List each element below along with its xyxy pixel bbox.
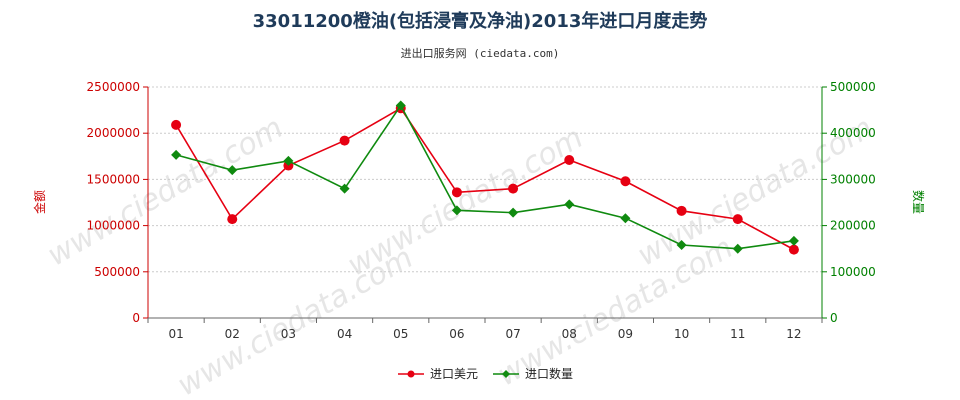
series-layer xyxy=(171,100,799,255)
data-point-amount[interactable] xyxy=(171,119,182,130)
data-point-quantity[interactable] xyxy=(676,240,687,251)
data-point-quantity[interactable] xyxy=(227,165,238,176)
y-tick-label-right: 500000 xyxy=(830,80,876,94)
x-tick-label: 08 xyxy=(562,327,577,341)
y-tick-label-right: 300000 xyxy=(830,172,876,186)
legend-item-amount[interactable]: 进口美元 xyxy=(398,367,478,381)
data-point-quantity[interactable] xyxy=(395,100,406,111)
data-point-quantity[interactable] xyxy=(732,243,743,254)
data-point-quantity[interactable] xyxy=(171,149,182,160)
axes xyxy=(143,86,827,323)
data-point-quantity[interactable] xyxy=(283,155,294,166)
legend-label: 进口美元 xyxy=(430,367,478,381)
x-tick-label: 12 xyxy=(786,327,801,341)
data-point-quantity[interactable] xyxy=(339,183,350,194)
y-tick-label-right: 100000 xyxy=(830,265,876,279)
x-tick-label: 06 xyxy=(449,327,464,341)
x-tick-label: 04 xyxy=(337,327,352,341)
x-tick-label: 02 xyxy=(225,327,240,341)
y-tick-label-left: 2000000 xyxy=(87,126,140,140)
y-tick-label-left: 1000000 xyxy=(87,219,140,233)
data-point-amount[interactable] xyxy=(227,214,238,225)
grid-lines xyxy=(148,86,822,273)
y-axis-label-left: 金额 xyxy=(32,190,47,214)
y-tick-label-right: 0 xyxy=(830,311,838,325)
y-tick-label-left: 2500000 xyxy=(87,80,140,94)
legend-label: 进口数量 xyxy=(525,366,573,381)
watermark-layer: www.ciedata.com www.ciedata.com www.ciedat… xyxy=(41,110,879,400)
x-tick-label: 05 xyxy=(393,327,408,341)
x-tick-label: 03 xyxy=(281,327,296,341)
data-point-quantity[interactable] xyxy=(564,199,575,210)
data-point-amount[interactable] xyxy=(732,214,743,225)
y-tick-label-right: 200000 xyxy=(830,219,876,233)
data-point-quantity[interactable] xyxy=(451,205,462,216)
data-point-amount[interactable] xyxy=(676,205,687,216)
y-tick-label-left: 0 xyxy=(132,311,140,325)
y-tick-label-right: 400000 xyxy=(830,126,876,140)
x-tick-label: 07 xyxy=(505,327,520,341)
chart-subtitle: 进出口服务网 (ciedata.com) xyxy=(401,46,560,60)
data-point-amount[interactable] xyxy=(451,187,462,198)
y-tick-label-left: 1500000 xyxy=(87,172,140,186)
tick-labels: 0500000100000015000002000000250000001000… xyxy=(87,80,876,341)
data-point-amount[interactable] xyxy=(788,244,799,255)
watermark-text: www.ciedata.com xyxy=(171,240,419,400)
x-tick-label: 11 xyxy=(730,327,745,341)
data-point-quantity[interactable] xyxy=(620,213,631,224)
chart-title: 33011200橙油(包括浸膏及净油)2013年进口月度走势 xyxy=(253,10,708,32)
data-point-amount[interactable] xyxy=(620,176,631,187)
legend-marker xyxy=(407,370,415,378)
y-tick-label-left: 500000 xyxy=(94,265,140,279)
data-point-amount[interactable] xyxy=(508,183,519,194)
legend-marker xyxy=(502,370,510,378)
x-tick-label: 10 xyxy=(674,327,689,341)
x-tick-label: 09 xyxy=(618,327,633,341)
data-point-quantity[interactable] xyxy=(508,207,519,218)
data-point-quantity[interactable] xyxy=(788,235,799,246)
series-line-quantity xyxy=(175,103,795,250)
x-tick-label: 01 xyxy=(168,327,183,341)
data-point-amount[interactable] xyxy=(564,154,575,165)
watermark-text: www.ciedata.com xyxy=(41,110,289,273)
data-point-amount[interactable] xyxy=(339,135,350,146)
y-axis-label-right: 数量 xyxy=(911,190,926,214)
legend[interactable]: 进口美元 进口数量 xyxy=(398,366,573,381)
legend-item-quantity[interactable]: 进口数量 xyxy=(493,366,573,381)
series-line-amount xyxy=(175,107,795,251)
